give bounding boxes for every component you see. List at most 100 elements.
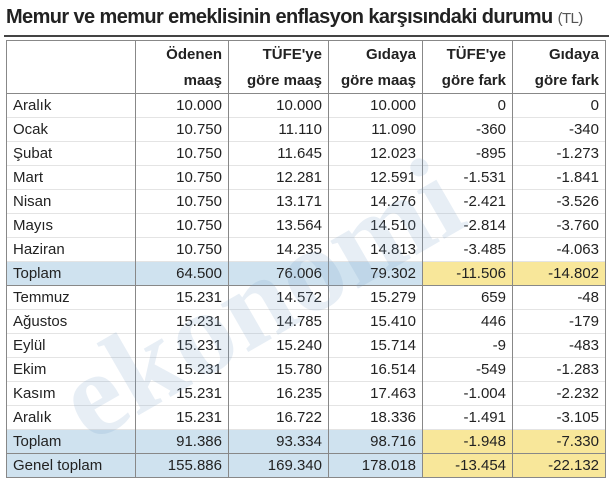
value-cell: 10.750 bbox=[135, 117, 229, 142]
header-cell: Gıdaya bbox=[328, 40, 423, 67]
value-cell: -7.330 bbox=[512, 429, 606, 454]
value-cell: -1.283 bbox=[512, 357, 606, 382]
header-cell: TÜFE'ye bbox=[228, 40, 329, 67]
row: Haziran 10.750 14.235 14.813 -3.485 -4.063 bbox=[6, 237, 606, 262]
value-cell: -4.063 bbox=[512, 237, 606, 262]
value-cell: -14.802 bbox=[512, 261, 606, 286]
value-cell: -179 bbox=[512, 309, 606, 334]
value-cell: 178.018 bbox=[328, 453, 423, 478]
value-cell: 15.231 bbox=[135, 309, 229, 334]
value-cell: -895 bbox=[422, 141, 513, 166]
value-cell: 15.780 bbox=[228, 357, 329, 382]
label-cell: Ocak bbox=[6, 117, 136, 142]
unit: (TL) bbox=[557, 10, 584, 27]
value-cell: -2.814 bbox=[422, 213, 513, 238]
value-cell: -483 bbox=[512, 333, 606, 358]
value-cell: 15.240 bbox=[228, 333, 329, 358]
value-cell: 64.500 bbox=[135, 261, 229, 286]
value-cell: -3.760 bbox=[512, 213, 606, 238]
value-cell: 15.231 bbox=[135, 381, 229, 406]
label-cell: Toplam bbox=[6, 429, 136, 454]
header-cell: göre maaş bbox=[328, 67, 423, 94]
value-cell: -3.105 bbox=[512, 405, 606, 430]
value-cell: 11.090 bbox=[328, 117, 423, 142]
value-cell: -1.491 bbox=[422, 405, 513, 430]
label-cell: Ağustos bbox=[6, 309, 136, 334]
value-cell: 16.235 bbox=[228, 381, 329, 406]
row: Toplam 64.500 76.006 79.302 -11.506 -14.802 bbox=[6, 261, 606, 286]
header-cell: göre maaş bbox=[228, 67, 329, 94]
label-cell: Temmuz bbox=[6, 285, 136, 310]
value-cell: 15.279 bbox=[328, 285, 423, 310]
value-cell: -360 bbox=[422, 117, 513, 142]
value-cell: 10.000 bbox=[328, 93, 423, 118]
label-cell: Aralık bbox=[6, 405, 136, 430]
row: Genel toplam 155.886 169.340 178.018 -13.454… bbox=[6, 453, 606, 478]
value-cell: 12.281 bbox=[228, 165, 329, 190]
value-cell: 10.750 bbox=[135, 213, 229, 238]
value-cell: 10.750 bbox=[135, 237, 229, 262]
label-cell: Eylül bbox=[6, 333, 136, 358]
value-cell: 15.410 bbox=[328, 309, 423, 334]
header-cell: göre fark bbox=[512, 67, 606, 94]
value-cell: -1.004 bbox=[422, 381, 513, 406]
row: Nisan 10.750 13.171 14.276 -2.421 -3.526 bbox=[6, 189, 606, 214]
header-row: Ödenen TÜFE'ye Gıdaya TÜFE'ye Gıdaya bbox=[6, 40, 606, 67]
label-cell: Genel toplam bbox=[6, 453, 136, 478]
value-cell: 13.564 bbox=[228, 213, 329, 238]
label-cell: Kasım bbox=[6, 381, 136, 406]
value-cell: 14.235 bbox=[228, 237, 329, 262]
label-cell: Haziran bbox=[6, 237, 136, 262]
value-cell: 155.886 bbox=[135, 453, 229, 478]
value-cell: 98.716 bbox=[328, 429, 423, 454]
value-cell: 169.340 bbox=[228, 453, 329, 478]
table-body: Aralık 10.000 10.000 10.000 0 0 Ocak 10.750 11.1… bbox=[6, 93, 606, 478]
title-text: Memur ve memur emeklisinin enflasyon kar… bbox=[6, 6, 553, 28]
label-cell: Mayıs bbox=[6, 213, 136, 238]
value-cell: 446 bbox=[422, 309, 513, 334]
value-cell: 15.231 bbox=[135, 405, 229, 430]
value-cell: -340 bbox=[512, 117, 606, 142]
row: Eylül 15.231 15.240 15.714 -9 -483 bbox=[6, 333, 606, 358]
value-cell: 16.722 bbox=[228, 405, 329, 430]
rule bbox=[4, 35, 609, 37]
row: Aralık 15.231 16.722 18.336 -1.491 -3.105 bbox=[6, 405, 606, 430]
label-cell: Nisan bbox=[6, 189, 136, 214]
row: Ağustos 15.231 14.785 15.410 446 -179 bbox=[6, 309, 606, 334]
header-row: maaş göre maaş göre maaş göre fark göre fark bbox=[6, 67, 606, 94]
value-cell: 12.023 bbox=[328, 141, 423, 166]
table-head: Ödenen TÜFE'ye Gıdaya TÜFE'ye Gıdaya maaş göre… bbox=[6, 40, 606, 94]
value-cell: 14.785 bbox=[228, 309, 329, 334]
value-cell: 14.510 bbox=[328, 213, 423, 238]
value-cell: 14.276 bbox=[328, 189, 423, 214]
value-cell: -1.273 bbox=[512, 141, 606, 166]
value-cell: 93.334 bbox=[228, 429, 329, 454]
label-cell: Toplam bbox=[6, 261, 136, 286]
label-cell: Mart bbox=[6, 165, 136, 190]
value-cell: 91.386 bbox=[135, 429, 229, 454]
value-cell: 15.231 bbox=[135, 285, 229, 310]
header-cell: maaş bbox=[135, 67, 229, 94]
value-cell: -11.506 bbox=[422, 261, 513, 286]
value-cell: -9 bbox=[422, 333, 513, 358]
value-cell: 15.714 bbox=[328, 333, 423, 358]
row: Mayıs 10.750 13.564 14.510 -2.814 -3.760 bbox=[6, 213, 606, 238]
value-cell: 659 bbox=[422, 285, 513, 310]
value-cell: -1.841 bbox=[512, 165, 606, 190]
row: Ocak 10.750 11.110 11.090 -360 -340 bbox=[6, 117, 606, 142]
table: Ödenen TÜFE'ye Gıdaya TÜFE'ye Gıdaya maaş göre… bbox=[6, 40, 606, 478]
row: Toplam 91.386 93.334 98.716 -1.948 -7.330 bbox=[6, 429, 606, 454]
value-cell: 10.750 bbox=[135, 165, 229, 190]
value-cell: 79.302 bbox=[328, 261, 423, 286]
header-cell bbox=[6, 40, 136, 67]
value-cell: -2.421 bbox=[422, 189, 513, 214]
row: Temmuz 15.231 14.572 15.279 659 -48 bbox=[6, 285, 606, 310]
value-cell: -3.485 bbox=[422, 237, 513, 262]
label-cell: Aralık bbox=[6, 93, 136, 118]
value-cell: 13.171 bbox=[228, 189, 329, 214]
row: Mart 10.750 12.281 12.591 -1.531 -1.841 bbox=[6, 165, 606, 190]
row: Kasım 15.231 16.235 17.463 -1.004 -2.232 bbox=[6, 381, 606, 406]
header-cell: Ödenen bbox=[135, 40, 229, 67]
value-cell: -2.232 bbox=[512, 381, 606, 406]
